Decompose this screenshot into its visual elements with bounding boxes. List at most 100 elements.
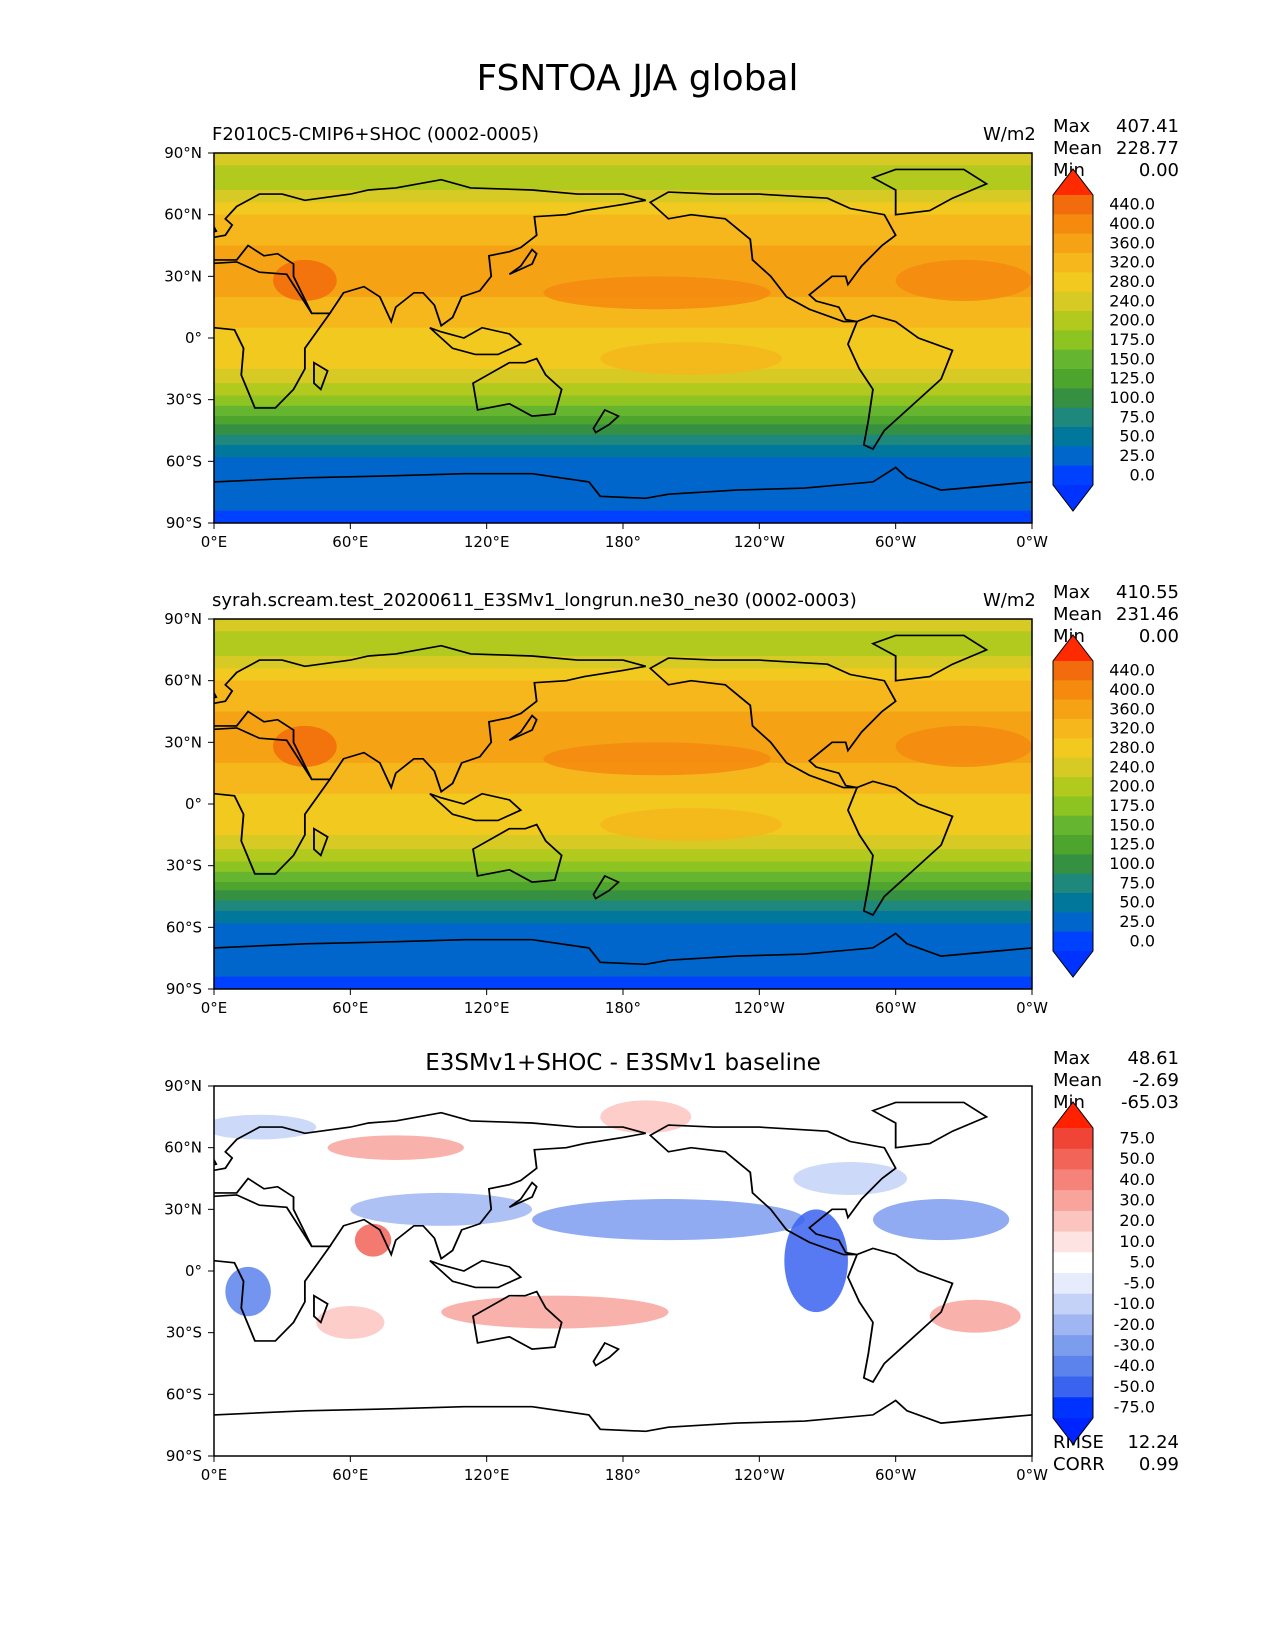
colorbar-segment [1053,195,1093,215]
colorbar-label: -50.0 [1114,1377,1155,1396]
y-tick-label: 30°N [164,733,202,751]
y-tick-label: 30°N [164,1200,202,1218]
colorbar-segment [1053,214,1093,235]
field-band [214,469,1032,512]
colorbar-extend-min [1053,951,1093,977]
y-tick-label: 30°S [166,857,202,875]
colorbar-segment [1053,1335,1093,1357]
colorbar-segment [1053,777,1093,797]
y-tick-label: 0° [185,795,202,813]
x-tick-label: 180° [605,533,641,551]
colorbar-label: 400.0 [1109,214,1155,233]
colorbar-label: 50.0 [1119,427,1155,446]
colorbar-outline [1052,168,1094,512]
x-tick-label: 0°E [201,999,228,1017]
colorbar-segment [1053,253,1093,273]
field-band [214,327,1032,349]
field-band [214,643,1032,657]
colorbar-outline [1052,634,1094,978]
field-band [214,680,1032,712]
field-band [214,656,1032,669]
colorbar-segment [1053,1293,1093,1315]
field-patch [441,1295,669,1329]
stat-min-value: 0.00 [1138,626,1179,647]
colorbar-label: 200.0 [1109,311,1155,330]
colorbar-label: 125.0 [1109,835,1155,854]
stat-max-value: 410.55 [1116,582,1179,603]
field-patch [600,1100,692,1134]
x-tick-label: 0°W [1016,1466,1048,1484]
field-band [214,165,1032,179]
colorbar-segment [1053,1128,1093,1150]
field-band [214,900,1032,912]
colorbar-label: 25.0 [1119,912,1155,931]
colorbar-segment [1053,1397,1093,1419]
y-tick-label: 60°S [166,1385,202,1403]
colorbar-label: 30.0 [1119,1191,1155,1210]
stat-mean-label: Mean [1053,138,1103,159]
stat-min-value: 0.00 [1138,160,1179,181]
field-patch [793,1162,908,1195]
field-band [214,153,1032,166]
panel-2-stats: Max 410.55 Mean 231.46 Min 0.00 [1053,582,1179,648]
colorbar-label: 280.0 [1109,272,1155,291]
y-tick-label: 90°S [166,514,202,532]
field-patch [600,808,783,841]
colorbar-segment [1053,1231,1093,1253]
colorbar-label: 40.0 [1119,1170,1155,1189]
field-background [214,1086,1032,1456]
colorbar-segment [1053,815,1093,836]
field-patch [600,342,783,375]
field-band [214,214,1032,246]
colorbar-outline [1052,1101,1094,1445]
colorbar-segment [1053,719,1093,739]
x-tick-label: 60°W [875,1466,917,1484]
y-tick-label: 90°N [164,610,202,628]
y-tick-label: 0° [185,1262,202,1280]
colorbar-extend-max [1053,169,1093,195]
colorbar-label: 360.0 [1109,699,1155,718]
x-tick-label: 180° [605,999,641,1017]
colorbar-label: 75.0 [1119,407,1155,426]
field-patch [354,1223,392,1257]
panel-3-map [214,1086,1032,1456]
x-tick-label: 0°W [1016,533,1048,551]
stat-mean-label: Mean [1053,1070,1103,1091]
field-band [214,935,1032,978]
colorbar-segment [1053,1314,1093,1336]
field-patch [273,259,337,302]
field-band [214,861,1032,873]
y-tick-label: 60°N [164,1139,202,1157]
colorbar-extend-min [1053,485,1093,511]
colorbar-segment [1053,369,1093,389]
colorbar-label: 125.0 [1109,369,1155,388]
field-patch [350,1192,533,1226]
y-tick-label: 30°S [166,391,202,409]
field-band [214,882,1032,891]
colorbar-segment [1053,330,1093,351]
y-tick-label: 0° [185,329,202,347]
x-tick-label: 120°E [464,999,510,1017]
field-patch [532,1199,805,1241]
colorbar-segment [1053,873,1093,894]
colorbar-label: 75.0 [1119,873,1155,892]
colorbar-label: 320.0 [1109,253,1155,272]
panel-1-units: W/m2 [983,124,1036,145]
colorbar-segment [1053,796,1093,817]
y-tick-label: 60°N [164,206,202,224]
colorbar-segment [1053,233,1093,254]
colorbar-segment [1053,1190,1093,1212]
colorbar-segment [1053,699,1093,720]
field-patch [784,1209,848,1313]
stat-max-label: Max [1053,1048,1091,1069]
y-tick-label: 60°N [164,672,202,690]
field-band [214,424,1032,436]
stat-rmse-label: RMSE [1053,1432,1104,1453]
field-band [214,444,1032,458]
field-band [214,405,1032,417]
field-band [214,619,1032,632]
colorbar-label: -30.0 [1114,1336,1155,1355]
stat-max-label: Max [1053,582,1091,603]
y-tick-label: 90°N [164,1077,202,1095]
